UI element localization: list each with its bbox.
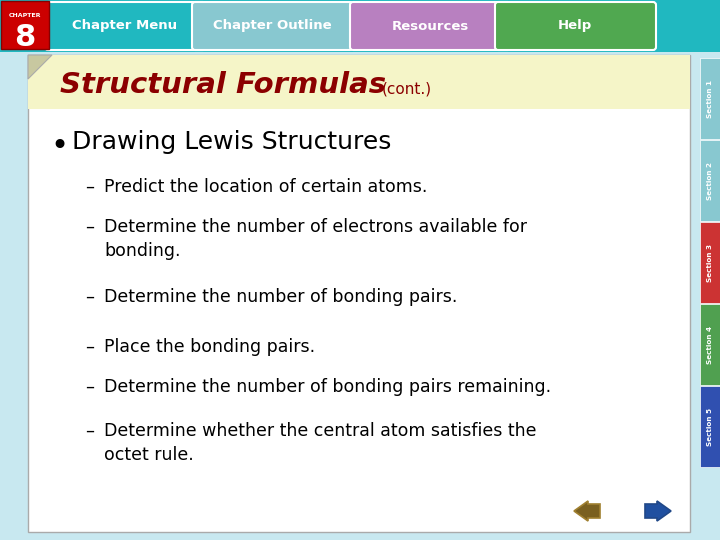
FancyBboxPatch shape: [350, 2, 511, 50]
FancyBboxPatch shape: [700, 304, 720, 385]
Text: Resources: Resources: [392, 19, 469, 32]
FancyBboxPatch shape: [700, 222, 720, 303]
Text: –: –: [85, 422, 94, 440]
FancyBboxPatch shape: [700, 58, 720, 139]
Text: –: –: [85, 378, 94, 396]
FancyBboxPatch shape: [495, 2, 656, 50]
Text: Section 1: Section 1: [707, 80, 713, 118]
Text: Drawing Lewis Structures: Drawing Lewis Structures: [72, 130, 392, 154]
Text: 8: 8: [14, 23, 35, 51]
FancyBboxPatch shape: [700, 140, 720, 221]
Text: Determine whether the central atom satisfies the
octet rule.: Determine whether the central atom satis…: [104, 422, 536, 464]
FancyBboxPatch shape: [28, 55, 690, 109]
FancyBboxPatch shape: [700, 386, 720, 467]
Text: Section 3: Section 3: [707, 244, 713, 282]
FancyArrow shape: [645, 501, 671, 521]
Text: Chapter Outline: Chapter Outline: [212, 19, 331, 32]
Text: –: –: [85, 218, 94, 236]
Text: Determine the number of bonding pairs remaining.: Determine the number of bonding pairs re…: [104, 378, 551, 396]
Text: Structural Formulas: Structural Formulas: [60, 71, 386, 99]
Text: Determine the number of electrons available for
bonding.: Determine the number of electrons availa…: [104, 218, 527, 260]
Text: •: •: [50, 132, 68, 161]
Text: Place the bonding pairs.: Place the bonding pairs.: [104, 338, 315, 356]
Polygon shape: [28, 55, 52, 79]
Text: Determine the number of bonding pairs.: Determine the number of bonding pairs.: [104, 288, 457, 306]
FancyBboxPatch shape: [1, 1, 49, 49]
Text: Section 4: Section 4: [707, 326, 713, 364]
Text: Section 5: Section 5: [707, 408, 713, 446]
FancyBboxPatch shape: [45, 2, 206, 50]
Text: Chapter Menu: Chapter Menu: [73, 19, 178, 32]
Text: –: –: [85, 338, 94, 356]
Text: –: –: [85, 178, 94, 196]
FancyArrow shape: [574, 501, 600, 521]
FancyBboxPatch shape: [0, 0, 720, 52]
Text: (cont.): (cont.): [382, 82, 432, 97]
Text: Section 2: Section 2: [707, 162, 713, 200]
Text: Predict the location of certain atoms.: Predict the location of certain atoms.: [104, 178, 428, 196]
Text: CHAPTER: CHAPTER: [9, 13, 41, 18]
Text: Help: Help: [558, 19, 592, 32]
Text: –: –: [85, 288, 94, 306]
FancyBboxPatch shape: [192, 2, 353, 50]
FancyBboxPatch shape: [28, 55, 690, 532]
